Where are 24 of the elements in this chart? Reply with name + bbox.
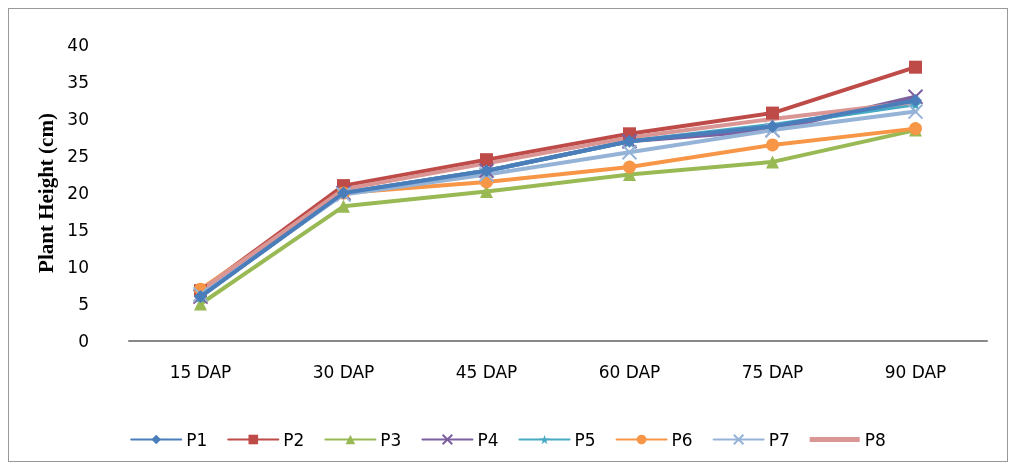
y-tick-label: 40 bbox=[67, 35, 89, 55]
y-axis-title: Plant Height (cm) bbox=[33, 113, 58, 273]
x-tick-label: 30 DAP bbox=[312, 361, 375, 382]
y-tick-label: 5 bbox=[78, 294, 89, 314]
x-tick-label: 60 DAP bbox=[598, 361, 661, 382]
legend-label: P7 bbox=[768, 429, 790, 450]
y-tick-label: 0 bbox=[78, 331, 89, 351]
legend-label: P5 bbox=[574, 429, 596, 450]
legend-label: P8 bbox=[864, 429, 886, 450]
legend-label: P6 bbox=[671, 429, 693, 450]
y-tick-label: 35 bbox=[67, 72, 89, 92]
x-tick-label: 15 DAP bbox=[169, 361, 232, 382]
x-tick-label: 90 DAP bbox=[884, 361, 947, 382]
legend-label: P4 bbox=[477, 429, 499, 450]
y-tick-label: 15 bbox=[67, 220, 89, 240]
x-tick-label: 45 DAP bbox=[455, 361, 518, 382]
y-tick-label: 25 bbox=[67, 146, 89, 166]
x-tick-label: 75 DAP bbox=[741, 361, 804, 382]
legend-label: P3 bbox=[380, 429, 402, 450]
legend-label: P1 bbox=[186, 429, 208, 450]
legend-label: P2 bbox=[283, 429, 305, 450]
y-tick-label: 20 bbox=[67, 183, 89, 203]
y-tick-label: 10 bbox=[67, 257, 89, 277]
y-tick-label: 30 bbox=[67, 109, 89, 129]
